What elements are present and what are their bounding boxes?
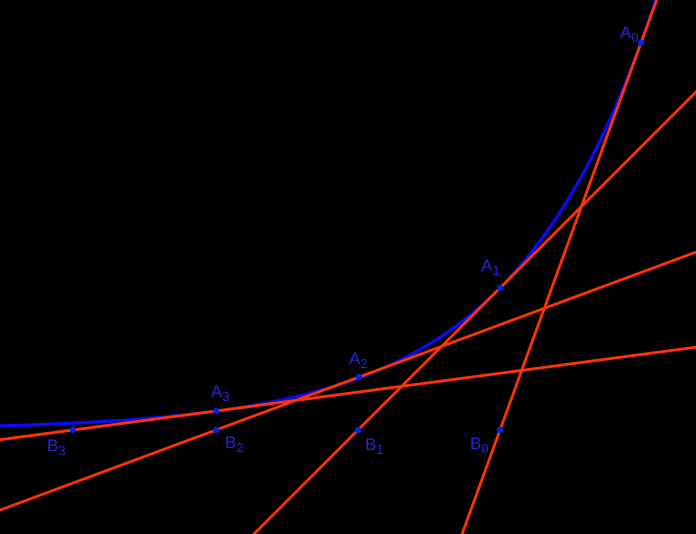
point-A1[interactable] (496, 284, 504, 292)
point-B2[interactable] (212, 426, 220, 434)
point-label-A2: A2 (349, 349, 368, 371)
point-A0[interactable] (637, 39, 645, 47)
point-B0[interactable] (496, 426, 504, 434)
point-label-A0: A0 (620, 23, 639, 45)
point-A2[interactable] (355, 373, 363, 381)
point-B1[interactable] (354, 426, 362, 434)
point-label-B0: B0 (470, 434, 489, 456)
point-label-B3: B3 (47, 436, 66, 458)
point-label-B2: B2 (225, 433, 244, 455)
point-label-A1: A1 (481, 256, 500, 278)
point-A3[interactable] (212, 407, 220, 415)
point-label-A3: A3 (211, 382, 230, 404)
point-B3[interactable] (69, 426, 77, 434)
point-label-B1: B1 (365, 435, 384, 457)
